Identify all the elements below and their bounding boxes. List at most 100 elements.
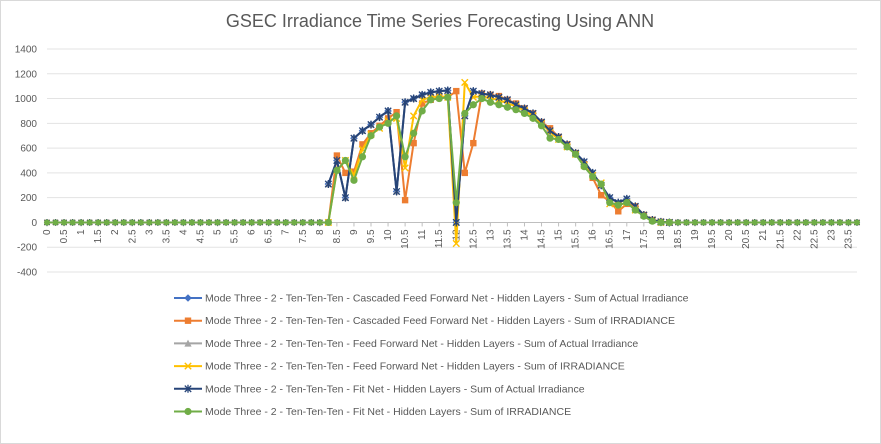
x-tick-label: 5 [213, 229, 224, 235]
data-point [794, 219, 801, 226]
data-point [291, 219, 298, 226]
x-tick-label: 19.5 [707, 229, 718, 249]
x-tick-label: 5.5 [230, 229, 241, 243]
x-tick-label: 9 [349, 229, 360, 235]
data-point [572, 150, 580, 158]
legend-label: Mode Three - 2 - Ten-Ten-Ten - Fit Net -… [205, 406, 571, 418]
data-point [631, 206, 639, 214]
x-tick-label: 15.5 [571, 229, 582, 249]
data-point [342, 169, 349, 177]
data-point [563, 143, 571, 151]
data-point [657, 218, 665, 227]
x-tick-label: 3 [144, 229, 155, 235]
data-point [811, 219, 818, 226]
y-tick-label: -400 [17, 268, 37, 279]
legend-entry: Mode Three - 2 - Ten-Ten-Ten - Fit Net -… [174, 383, 585, 395]
x-tick-label: 7.5 [298, 229, 309, 243]
data-point [453, 87, 460, 95]
x-tick-label: 2 [110, 229, 121, 235]
data-point [350, 134, 358, 143]
x-tick-label: 9.5 [366, 229, 377, 243]
data-point [409, 112, 418, 120]
data-point [674, 219, 681, 226]
data-point [214, 219, 221, 226]
legend-entry: Mode Three - 2 - Ten-Ten-Ten - Cascaded … [174, 293, 689, 305]
data-point [197, 219, 204, 226]
data-point [700, 219, 707, 226]
legend-entry: Mode Three - 2 - Ten-Ten-Ten - Feed Forw… [174, 361, 625, 373]
data-point [461, 169, 468, 177]
data-point [359, 141, 366, 148]
x-tick-label: 6.5 [264, 229, 275, 243]
x-tick-label: 12.5 [468, 229, 479, 249]
data-point [358, 126, 367, 135]
x-tick-label: 13.5 [502, 229, 513, 249]
data-point [717, 219, 724, 226]
x-tick-label: 19 [690, 229, 701, 241]
data-point [409, 94, 418, 103]
x-tick-label: 0 [42, 229, 53, 235]
data-point [452, 218, 460, 227]
data-point [580, 163, 588, 171]
data-point [350, 176, 358, 184]
data-point [274, 219, 281, 226]
data-point [427, 88, 435, 97]
data-point [375, 123, 384, 131]
x-tick-label: 21 [758, 229, 769, 241]
data-point [367, 120, 375, 129]
data-point [129, 219, 136, 226]
baseline-segments [44, 219, 860, 226]
data-point [184, 339, 192, 347]
x-tick-label: 22 [792, 229, 803, 241]
data-point [478, 94, 486, 103]
data-point [554, 135, 563, 144]
data-point [418, 90, 426, 99]
data-point [257, 219, 264, 226]
data-point [184, 407, 192, 416]
x-tick-label: 7 [281, 229, 292, 235]
data-point [401, 196, 409, 204]
data-point [341, 156, 350, 165]
data-point [333, 166, 341, 175]
x-tick-label: 14.5 [537, 229, 548, 249]
data-point [240, 219, 247, 226]
x-tick-label: 17 [622, 229, 633, 241]
data-point [529, 114, 537, 122]
x-tick-label: 23 [826, 229, 837, 241]
y-tick-label: 1000 [15, 94, 38, 105]
data-point [282, 219, 289, 226]
data-point [520, 109, 529, 118]
data-point [461, 109, 469, 118]
x-tick-label: 8 [315, 229, 326, 235]
data-point [692, 219, 698, 226]
data-point [452, 199, 460, 207]
data-point [452, 239, 460, 248]
x-tick-label: 6 [247, 229, 258, 235]
data-point [52, 219, 59, 226]
data-point [184, 362, 192, 370]
gridlines [47, 48, 857, 273]
data-point [120, 219, 127, 226]
data-point [265, 219, 272, 226]
data-point [367, 132, 375, 140]
data-point [350, 168, 358, 175]
data-point [546, 126, 554, 135]
data-point [69, 219, 76, 226]
data-point [709, 219, 716, 226]
data-point [845, 219, 852, 226]
data-point [444, 93, 452, 101]
data-point [495, 101, 503, 109]
legend-label: Mode Three - 2 - Ten-Ten-Ten - Fit Net -… [205, 383, 585, 395]
data-point [444, 86, 452, 95]
data-point [615, 208, 622, 215]
x-tick-label: 16.5 [605, 229, 616, 249]
data-point [495, 93, 503, 102]
chart-title: GSEC Irradiance Time Series Forecasting … [226, 11, 654, 31]
x-tick-label: 14 [519, 229, 530, 241]
data-point [418, 100, 426, 107]
data-point [836, 219, 843, 226]
legend-entry: Mode Three - 2 - Ten-Ten-Ten - Cascaded … [174, 315, 675, 327]
data-point [384, 119, 392, 127]
data-point [597, 180, 605, 188]
